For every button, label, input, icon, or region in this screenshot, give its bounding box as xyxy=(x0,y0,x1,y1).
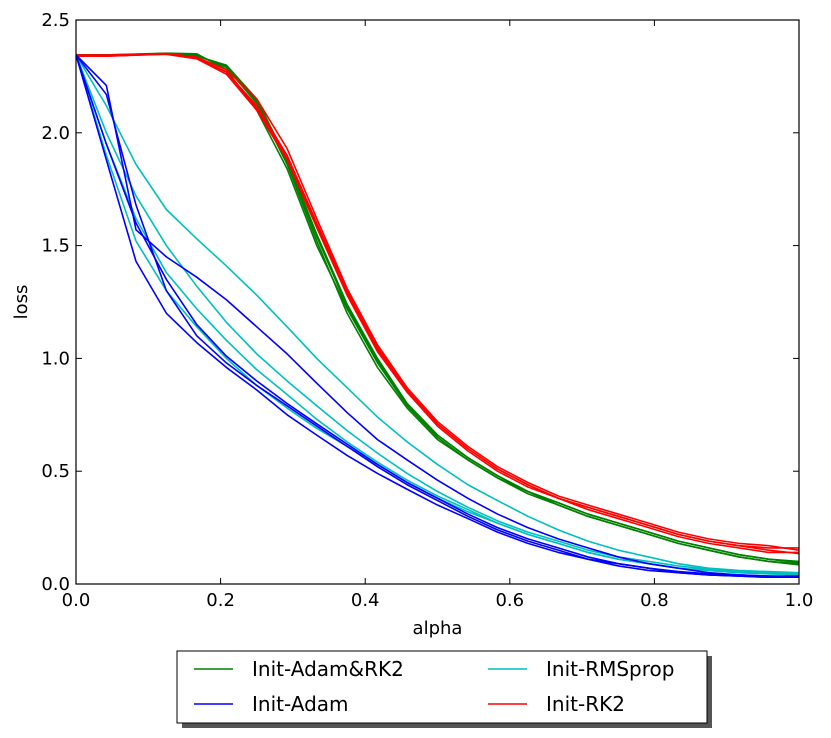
y-tick-label: 0.5 xyxy=(41,461,70,482)
y-tick-label: 1.0 xyxy=(41,348,70,369)
x-tick-label: 0.4 xyxy=(351,590,380,611)
x-tick-label: 0.6 xyxy=(495,590,524,611)
y-tick-label: 0.0 xyxy=(41,574,70,595)
y-axis-label: loss xyxy=(11,285,32,320)
series-line-init-rk2-6 xyxy=(76,52,799,551)
legend: Init-Adam&RK2 Init-RMSprop Init-Adam Ini… xyxy=(176,650,712,728)
legend-label-0: Init-Adam&RK2 xyxy=(252,657,404,681)
y-tick-label: 2.0 xyxy=(41,123,70,144)
y-tick-label: 1.5 xyxy=(41,236,70,257)
x-tick-label: 1.0 xyxy=(785,590,814,611)
series-line-init-rmsprop-8 xyxy=(76,54,799,574)
series-line-init-adam-12 xyxy=(76,54,799,579)
ticks-layer: 0.0 0.2 0.4 0.6 0.8 1.0 0.0 0.5 1.0 1.5 2.0 2.5 xyxy=(41,10,813,611)
series-layer xyxy=(76,52,799,579)
series-line-init-rk2-7 xyxy=(76,53,799,555)
plot-frame xyxy=(75,19,800,585)
x-axis-label: alpha xyxy=(413,618,463,639)
legend-label-3: Init-RK2 xyxy=(546,692,625,716)
series-line-init-rmsprop-11 xyxy=(76,54,799,575)
y-tick-label: 2.5 xyxy=(41,10,70,31)
legend-label-2: Init-Adam xyxy=(252,692,349,716)
series-line-init-adam-14 xyxy=(76,54,799,579)
series-line-init-rk2-4 xyxy=(76,53,799,549)
series-line-init-adam-rk2-3 xyxy=(76,53,799,564)
x-tick-label: 0.8 xyxy=(640,590,669,611)
series-line-init-adam-rk2-2 xyxy=(76,52,799,566)
series-line-init-adam-rk2-0 xyxy=(76,52,799,565)
legend-box xyxy=(176,650,708,724)
series-line-init-adam-15 xyxy=(76,54,799,577)
x-tick-label: 0.2 xyxy=(206,590,235,611)
series-line-init-rmsprop-10 xyxy=(76,54,799,576)
series-line-init-rk2-5 xyxy=(76,53,799,554)
legend-label-1: Init-RMSprop xyxy=(546,657,674,681)
series-line-init-rmsprop-9 xyxy=(76,54,799,576)
x-tick-label: 0.0 xyxy=(62,590,91,611)
